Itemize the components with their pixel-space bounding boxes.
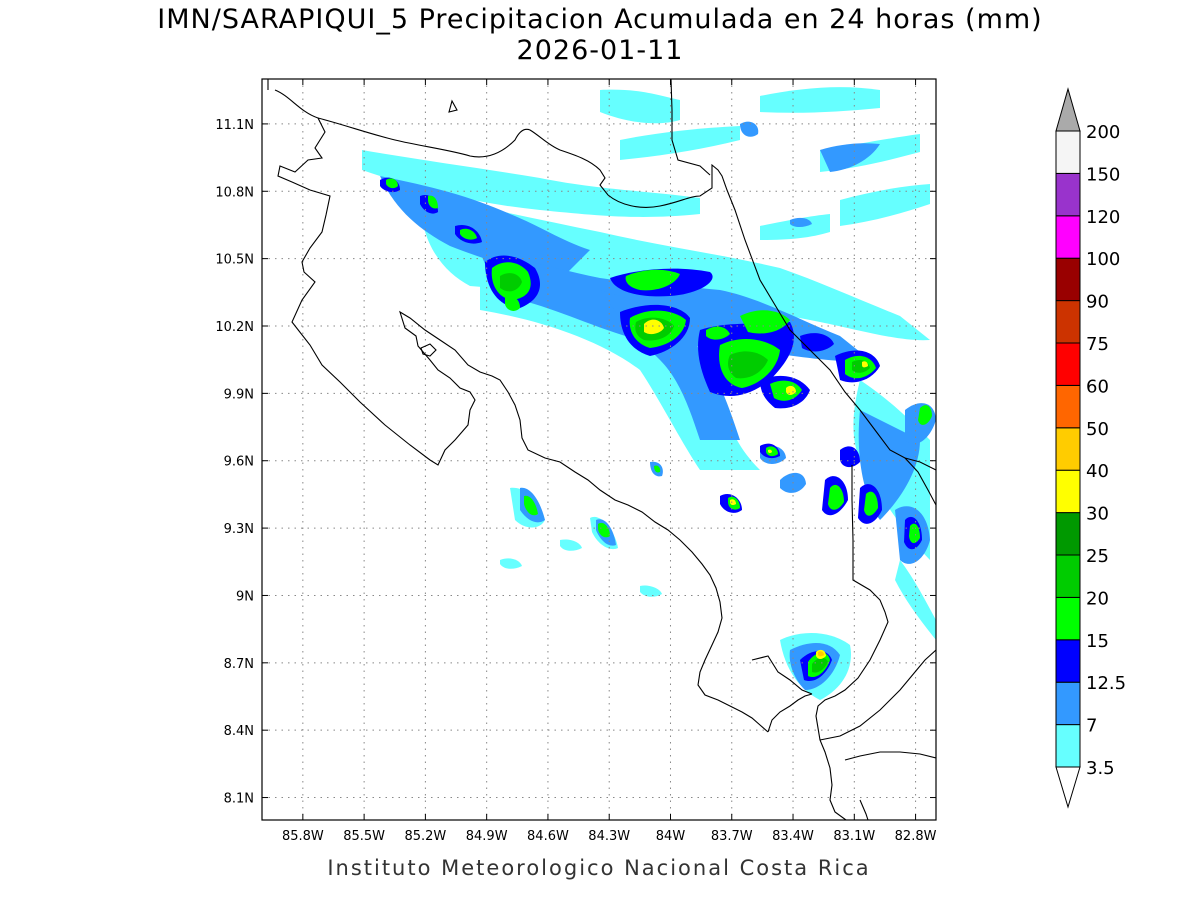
y-tick-label: 11.1N — [215, 118, 254, 133]
legend-label: 50 — [1086, 419, 1109, 440]
legend-label: 120 — [1086, 207, 1120, 228]
legend-swatch — [1055, 427, 1081, 471]
island-shape — [420, 343, 437, 357]
legend-label: 150 — [1086, 164, 1120, 185]
legend-swatch — [1055, 215, 1081, 259]
legend-label: 25 — [1086, 546, 1109, 567]
y-tick-label: 9.3N — [224, 522, 254, 537]
legend-label: 3.5 — [1086, 758, 1115, 779]
legend-swatch — [1055, 681, 1081, 726]
legend-label: 7 — [1086, 716, 1097, 737]
x-tick-label: 84W — [656, 829, 686, 844]
x-tick-label: 83.1W — [833, 829, 875, 844]
legend-swatch — [1055, 384, 1081, 429]
legend-max-triangle — [1055, 87, 1081, 132]
southeast-coast — [844, 751, 936, 761]
nicaragua-border — [274, 89, 769, 733]
panama-coast — [819, 649, 936, 741]
panama-border — [815, 465, 889, 820]
x-tick-label: 84.3W — [588, 829, 630, 844]
precipitation-field — [362, 87, 936, 700]
x-tick-label: 85.5W — [343, 829, 385, 844]
caribbean-panama — [904, 457, 936, 506]
legend-label: 20 — [1086, 588, 1109, 609]
color-legend: 3.5 7 12.5 15 20 25 30 40 50 60 75 90 100 120 150 200 — [1055, 87, 1126, 809]
legend-swatch — [1055, 512, 1081, 556]
footer-credit: Instituto Meteorologico Nacional Costa R… — [327, 856, 871, 880]
lake-island — [448, 99, 458, 113]
map-date: 2026-01-11 — [516, 35, 684, 66]
y-tick-label: 10.5N — [215, 253, 254, 268]
y-tick-label: 8.7N — [224, 657, 254, 672]
coastlines-and-borders — [267, 79, 936, 820]
y-tick-label: 9N — [236, 589, 254, 604]
legend-swatch — [1055, 554, 1081, 598]
legend-swatch — [1055, 469, 1081, 514]
legend-swatch — [1055, 342, 1081, 386]
y-tick-label: 8.1N — [224, 792, 254, 807]
map-title: IMN/SARAPIQUI_5 Precipitacion Acumulada … — [157, 4, 1043, 35]
x-tick-label: 82.8W — [895, 829, 937, 844]
legend-label: 60 — [1086, 376, 1109, 397]
y-tick-label: 8.4N — [224, 724, 254, 739]
x-tick-label: 85.2W — [404, 829, 446, 844]
legend-label: 40 — [1086, 461, 1109, 482]
legend-swatch — [1055, 724, 1081, 768]
legend-swatch — [1055, 257, 1081, 302]
y-tick-label: 10.8N — [215, 185, 254, 200]
legend-label: 75 — [1086, 334, 1109, 355]
legend-swatch — [1055, 639, 1081, 683]
legend-swatch — [1055, 300, 1081, 344]
legend-label: 30 — [1086, 504, 1109, 525]
legend-label: 90 — [1086, 292, 1109, 313]
y-tick-label: 9.9N — [224, 387, 254, 402]
burica-peninsula — [751, 655, 813, 733]
legend-min-triangle — [1055, 766, 1081, 809]
legend-label: 15 — [1086, 631, 1109, 652]
x-tick-label: 84.6W — [527, 829, 569, 844]
plot-frame — [261, 78, 937, 821]
legend-label: 100 — [1086, 249, 1120, 270]
legend-swatch — [1055, 172, 1081, 217]
x-tick-label: 85.8W — [282, 829, 324, 844]
caribbean-coast-north — [670, 79, 711, 176]
x-tick-label: 83.4W — [772, 829, 814, 844]
y-tick-label: 10.2N — [215, 320, 254, 335]
axis-ticks: 85.8W 85.5W 85.2W 84.9W 84.6W 84.3W 84W 83.7W 83… — [215, 79, 937, 844]
y-tick-label: 9.6N — [224, 455, 254, 470]
north-border — [267, 79, 936, 471]
legend-swatch — [1055, 130, 1081, 174]
x-tick-label: 84.9W — [466, 829, 508, 844]
legend-label: 12.5 — [1086, 673, 1126, 694]
legend-label: 200 — [1086, 122, 1120, 143]
legend-swatch — [1055, 596, 1081, 641]
x-tick-label: 83.7W — [711, 829, 753, 844]
precip-band-40 — [818, 651, 824, 657]
